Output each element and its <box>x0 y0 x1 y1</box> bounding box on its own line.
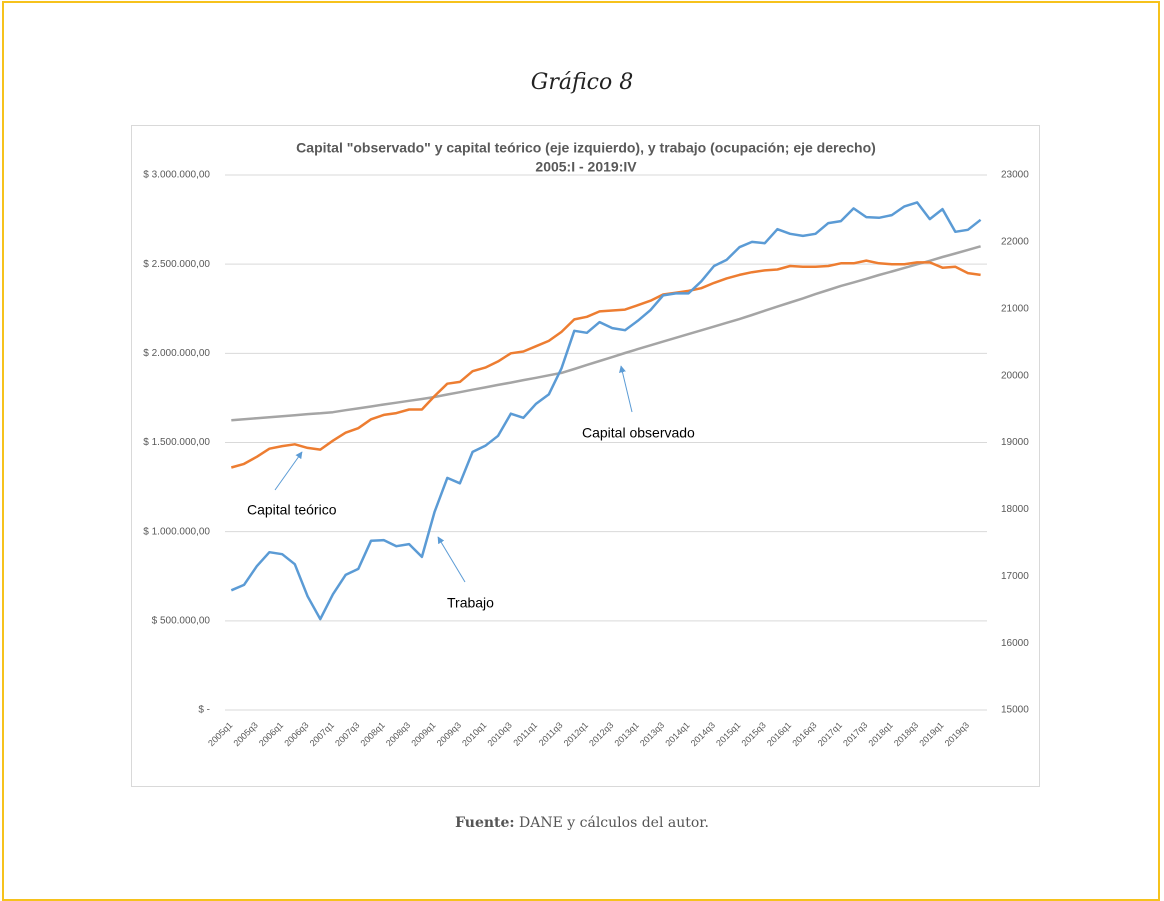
x-tick-label: 2005q3 <box>232 720 260 748</box>
x-tick-label: 2012q1 <box>562 720 590 748</box>
source-text: DANE y cálculos del autor. <box>519 815 709 831</box>
x-tick-label: 2013q1 <box>613 720 641 748</box>
x-tick-label: 2009q3 <box>435 720 463 748</box>
annotation: Capital teórico <box>247 502 337 518</box>
annotation: Trabajo <box>447 595 494 611</box>
x-tick-label: 2014q1 <box>663 720 691 748</box>
y-tick-label: $ - <box>198 705 210 716</box>
series-line <box>231 245 981 422</box>
chart-title: Capital "observado" y capital teórico (e… <box>296 140 876 156</box>
chart: Capital "observado" y capital teórico (e… <box>143 140 1029 749</box>
x-tick-label: 2019q1 <box>917 720 945 748</box>
x-tick-label: 2013q3 <box>638 720 666 748</box>
x-tick-label: 2007q1 <box>308 720 336 748</box>
y2-tick-label: 22000 <box>1001 237 1029 248</box>
x-tick-label: 2011q1 <box>511 720 539 748</box>
x-tick-label: 2015q3 <box>740 720 768 748</box>
x-tick-label: 2018q1 <box>867 720 895 748</box>
x-tick-label: 2008q1 <box>359 720 387 748</box>
x-tick-label: 2008q3 <box>384 720 412 748</box>
y-tick-label: $ 1.500.000,00 <box>143 437 210 448</box>
x-tick-label: 2012q3 <box>587 720 615 748</box>
chart-box: Capital "observado" y capital teórico (e… <box>131 125 1040 787</box>
y-tick-label: $ 2.000.000,00 <box>143 348 210 359</box>
annotation-arrow <box>274 451 303 491</box>
series-line <box>230 259 981 469</box>
y2-tick-label: 20000 <box>1001 370 1029 381</box>
x-tick-label: 2006q3 <box>282 720 310 748</box>
y-tick-label: $ 500.000,00 <box>152 615 211 626</box>
y2-tick-label: 17000 <box>1001 571 1029 582</box>
x-tick-label: 2015q1 <box>714 720 742 748</box>
x-tick-label: 2010q1 <box>460 720 488 748</box>
y-tick-label: $ 3.000.000,00 <box>143 170 210 181</box>
y2-tick-label: 16000 <box>1001 638 1029 649</box>
x-tick-label: 2007q3 <box>333 720 361 748</box>
x-tick-label: 2018q3 <box>892 720 920 748</box>
x-tick-label: 2006q1 <box>257 720 285 748</box>
x-tick-label: 2016q3 <box>790 720 818 748</box>
y-tick-label: $ 2.500.000,00 <box>143 259 210 270</box>
x-tick-label: 2010q3 <box>486 720 514 748</box>
y2-tick-label: 21000 <box>1001 303 1029 314</box>
chart-subtitle: 2005:I - 2019:IV <box>535 159 637 175</box>
y2-tick-label: 23000 <box>1001 170 1029 181</box>
annotation-arrow <box>619 365 633 413</box>
x-tick-label: 2017q1 <box>816 720 844 748</box>
x-tick-label: 2016q1 <box>765 720 793 748</box>
x-tick-label: 2019q3 <box>943 720 971 748</box>
y-tick-label: $ 1.000.000,00 <box>143 526 210 537</box>
source-label: Fuente: <box>455 815 515 831</box>
annotation-arrow <box>437 536 466 583</box>
y2-tick-label: 19000 <box>1001 437 1029 448</box>
annotation: Capital observado <box>582 425 695 441</box>
x-tick-label: 2017q3 <box>841 720 869 748</box>
y2-tick-label: 15000 <box>1001 705 1029 716</box>
x-tick-label: 2011q3 <box>537 720 565 748</box>
source: Fuente: DANE y cálculos del autor. <box>0 815 1164 831</box>
page-title: Gráfico 8 <box>530 70 634 95</box>
series-line <box>230 201 982 621</box>
x-tick-label: 2005q1 <box>206 720 234 748</box>
y2-tick-label: 18000 <box>1001 504 1029 515</box>
x-tick-label: 2014q3 <box>689 720 717 748</box>
x-tick-label: 2009q1 <box>409 720 437 748</box>
